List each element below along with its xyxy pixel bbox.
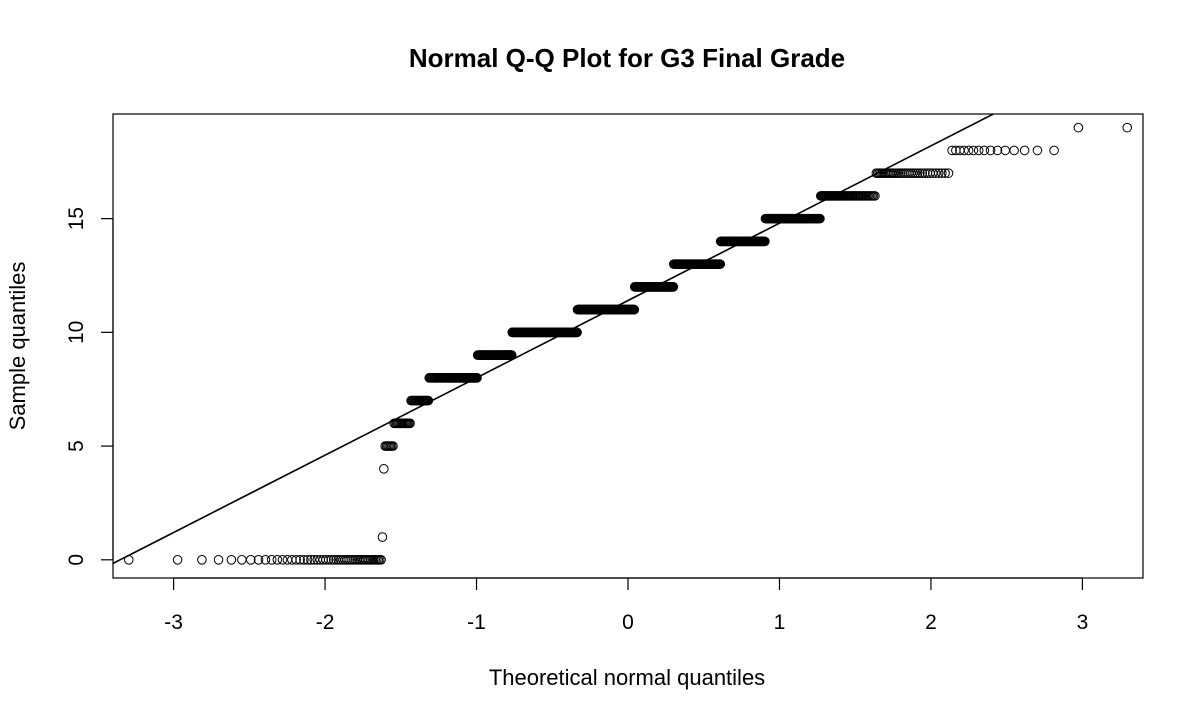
qq-point	[291, 555, 301, 565]
qq-point	[959, 145, 969, 156]
x-axis-label: Theoretical normal quantiles	[489, 665, 765, 690]
qq-point	[947, 145, 957, 156]
qq-point	[668, 282, 679, 292]
qq-point	[715, 259, 726, 269]
x-tick-label: 0	[622, 611, 634, 634]
qq-point	[388, 441, 398, 451]
qq-point	[226, 555, 237, 565]
qq-point	[266, 555, 277, 565]
qq-point	[506, 350, 517, 360]
qq-point	[295, 555, 305, 565]
qq-point	[915, 168, 925, 178]
qq-point	[245, 555, 256, 565]
qq-point	[321, 555, 331, 565]
qq-point	[306, 555, 316, 565]
y-tick-label: 10	[65, 321, 88, 344]
qq-point	[299, 555, 309, 565]
x-axis: -3 -2 -1 0 1 2 3	[164, 577, 1089, 634]
y-axis-label: Sample quantiles	[5, 262, 30, 431]
chart-title: Normal Q-Q Plot for G3 Final Grade	[409, 43, 845, 73]
qq-point	[943, 168, 954, 178]
qq-point	[760, 236, 770, 247]
qq-point	[912, 168, 923, 178]
y-tick-label: 5	[65, 440, 88, 452]
qq-point	[933, 168, 944, 178]
qq-point	[318, 555, 328, 565]
y-tick-label: 0	[65, 554, 88, 566]
x-tick-label: -3	[164, 611, 183, 634]
qq-point	[1049, 145, 1059, 156]
qq-point	[405, 418, 415, 429]
qq-point	[1073, 122, 1084, 133]
y-axis: 0 5 10 15	[65, 207, 114, 566]
qq-point	[237, 555, 247, 565]
qq-point	[423, 395, 434, 406]
qq-point	[272, 555, 283, 565]
qq-point	[979, 145, 990, 156]
qq-point	[920, 168, 930, 178]
plot-frame	[112, 113, 1144, 579]
qq-point	[968, 145, 979, 156]
qq-point	[123, 555, 134, 565]
qq-point	[376, 555, 386, 565]
qq-point	[1009, 145, 1019, 156]
qq-point	[992, 145, 1003, 156]
x-tick-label: 3	[1077, 611, 1089, 634]
qq-reference-line	[113, 114, 996, 565]
y-tick-label: 15	[65, 207, 88, 230]
qq-point	[1032, 145, 1043, 156]
qq-point	[302, 555, 313, 565]
qq-point	[172, 555, 183, 565]
qq-point	[253, 555, 264, 565]
qq-point	[973, 145, 984, 156]
qq-point	[197, 555, 207, 565]
x-tick-label: 2	[925, 611, 937, 634]
qq-point	[930, 168, 941, 178]
qq-point	[985, 145, 996, 156]
qq-point	[963, 145, 974, 156]
qq-point	[572, 327, 582, 338]
qq-point	[1122, 122, 1133, 133]
qq-point	[917, 168, 928, 178]
qq-point	[937, 168, 947, 178]
qq-point	[910, 168, 921, 178]
x-tick-label: 1	[774, 611, 786, 634]
qq-point	[323, 555, 334, 565]
qq-point	[815, 213, 825, 224]
qq-point	[277, 555, 288, 565]
qq-point	[908, 168, 918, 178]
qq-point	[1019, 145, 1030, 156]
qq-point	[629, 304, 640, 315]
x-tick-label: -2	[316, 611, 335, 634]
qq-point	[379, 464, 389, 474]
qq-point	[940, 168, 950, 178]
qq-point	[328, 555, 339, 565]
qq-point	[326, 555, 336, 565]
qq-point	[377, 532, 388, 542]
qq-point	[870, 191, 880, 201]
qq-point	[472, 373, 482, 383]
x-tick-label: -1	[467, 611, 486, 634]
qq-point	[213, 555, 224, 565]
qq-point	[260, 555, 271, 565]
